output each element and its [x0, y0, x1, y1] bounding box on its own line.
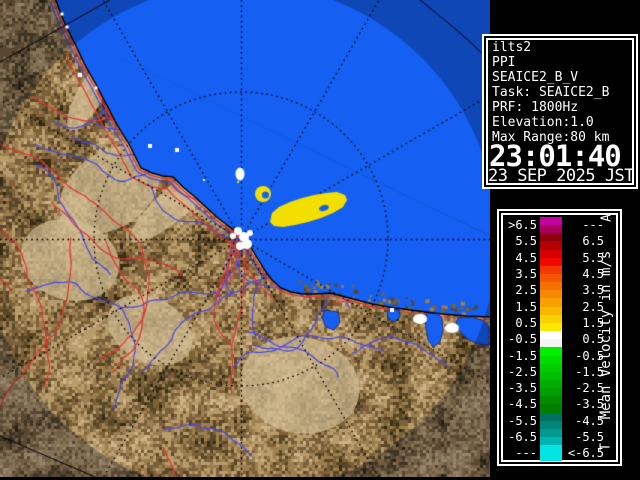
clock-date: 23 SEP 2025 JST: [488, 166, 635, 186]
legend-axis-label: Mean Velocity in m/s: [598, 250, 614, 420]
legend-left-label: 4.5: [515, 250, 537, 265]
legend-row: --- <-6.5: [504, 445, 604, 462]
legend-left-label: >6.5: [508, 218, 537, 233]
legend-row: 4.5 5.5: [504, 249, 604, 266]
prf-value: PRF: 1800Hz: [492, 100, 579, 115]
velocity-legend-panel: >6.5 --- 5.5 6.5 4.5 5.5 3.5 4.5 2.5 3.5 1.5 2.5 0.5…: [501, 213, 618, 462]
legend-toward-marker: T: [598, 443, 614, 451]
radar-id: ilts2: [492, 40, 532, 55]
legend-row: 3.5 4.5: [504, 265, 604, 283]
legend-right-label: 6.5: [582, 234, 604, 249]
task-name: Task: SEAICE2_B: [492, 85, 610, 100]
legend-left-label: -6.5: [508, 430, 537, 444]
info-panel: ilts2 PPI SEAICE2_B_V Task: SEAICE2_B PR…: [486, 38, 635, 186]
legend-color-swatch: [540, 396, 562, 413]
legend-right-label: 0.5: [582, 332, 604, 347]
legend-rows: >6.5 --- 5.5 6.5 4.5 5.5 3.5 4.5 2.5 3.5 1.5 2.5 0.5…: [504, 217, 604, 462]
legend-left-label: -4.5: [508, 397, 537, 412]
legend-right-label: -0.5: [575, 348, 604, 363]
legend-left-label: 3.5: [515, 267, 537, 282]
legend-color-swatch: [540, 331, 562, 348]
legend-row: 5.5 6.5: [504, 233, 604, 250]
legend-row: 2.5 3.5: [504, 282, 604, 299]
legend-color-swatch: [540, 347, 562, 364]
legend-left-label: -3.5: [508, 381, 537, 396]
legend-row: -3.5 -2.5: [504, 379, 604, 397]
legend-left-label: 5.5: [515, 234, 537, 249]
legend-row: -5.5 -4.5: [504, 412, 604, 429]
legend-row: -6.5 -5.5: [504, 428, 604, 446]
legend-away-marker: A: [599, 214, 615, 222]
legend-row: -4.5 -3.5: [504, 396, 604, 413]
legend-right-label: -5.5: [575, 430, 604, 444]
legend-right-label: -3.5: [575, 397, 604, 412]
legend-right-label: -2.5: [575, 381, 604, 396]
legend-color-swatch: [540, 282, 562, 299]
legend-right-label: 5.5: [582, 250, 604, 265]
legend-row: 0.5 1.5: [504, 314, 604, 332]
legend-right-label: 1.5: [582, 315, 604, 330]
legend-color-swatch: [540, 412, 562, 429]
legend-right-label: 2.5: [582, 299, 604, 314]
legend-right-label: <-6.5: [567, 446, 604, 461]
legend-right-label: ---: [582, 218, 604, 233]
legend-color-swatch: [540, 265, 562, 283]
legend-right-label: 4.5: [582, 267, 604, 282]
legend-color-swatch: [540, 298, 562, 315]
legend-color-swatch: [540, 363, 562, 380]
legend-left-label: 0.5: [515, 315, 537, 330]
legend-left-label: -0.5: [508, 332, 537, 347]
legend-row: >6.5 ---: [504, 217, 604, 234]
scan-mode: PPI: [492, 55, 516, 70]
legend-row: -1.5 -0.5: [504, 347, 604, 364]
legend-left-label: ---: [515, 446, 537, 461]
product-name: SEAICE2_B_V: [492, 70, 579, 85]
legend-row: -0.5 0.5: [504, 331, 604, 348]
legend-color-swatch: [540, 314, 562, 332]
legend-color-swatch: [540, 428, 562, 446]
legend-left-label: -2.5: [508, 364, 537, 379]
legend-right-label: -4.5: [575, 413, 604, 428]
radar-map-display: [0, 0, 490, 477]
legend-color-swatch: [540, 249, 562, 266]
legend-color-swatch: [540, 445, 562, 462]
legend-left-label: 1.5: [515, 299, 537, 314]
max-range-value: Max Range:80 km: [492, 130, 610, 145]
legend-color-swatch: [540, 233, 562, 250]
legend-left-label: 2.5: [515, 283, 537, 298]
elevation-value: Elevation:1.0: [492, 115, 594, 130]
legend-right-label: 3.5: [582, 283, 604, 298]
legend-color-swatch: [540, 217, 562, 234]
legend-color-swatch: [540, 379, 562, 397]
clock-time: 23:01:40: [489, 139, 622, 173]
legend-right-label: -1.5: [575, 364, 604, 379]
legend-row: -2.5 -1.5: [504, 363, 604, 380]
legend-left-label: -1.5: [508, 348, 537, 363]
legend-left-label: -5.5: [508, 413, 537, 428]
legend-row: 1.5 2.5: [504, 298, 604, 315]
